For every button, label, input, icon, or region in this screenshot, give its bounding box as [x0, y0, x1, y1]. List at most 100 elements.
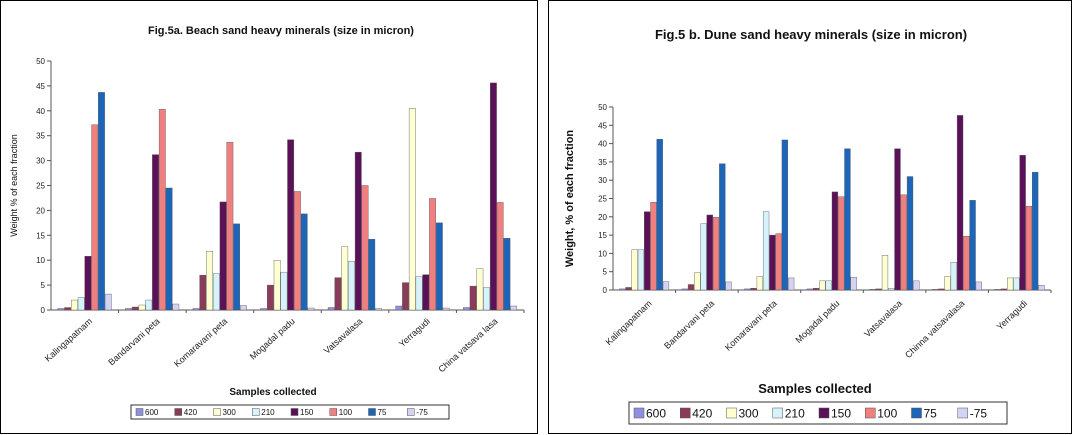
bar-75-6 [503, 238, 511, 311]
x-category-label: Komaravani peta [723, 298, 779, 352]
bar-420-5 [402, 282, 409, 311]
y-tick-label: 5 [41, 281, 46, 290]
x-category-label: Bandarvani peta [106, 316, 161, 367]
chart-b-svg: Fig.5 b. Dune sand heavy minerals (size … [564, 27, 1052, 425]
y-tick-label: 15 [598, 231, 607, 240]
x-category-label: Bandarvani peta [662, 298, 716, 351]
y-tick-label: 30 [598, 176, 607, 185]
bar-210-2 [762, 211, 770, 291]
bar-75-0 [656, 139, 663, 291]
legend-swatch-210 [772, 407, 783, 419]
x-axis-label: Samples collected [758, 381, 871, 396]
bar-300-5 [944, 276, 951, 291]
y-tick-label: 40 [598, 140, 607, 149]
bar-75-3 [300, 213, 308, 311]
bar-100-0 [650, 201, 657, 291]
bar-420-4 [875, 288, 882, 291]
chart-title: Fig.5a. Beach sand heavy minerals (size … [148, 25, 414, 37]
bar-100-1 [712, 216, 720, 291]
bar-100-6 [1025, 205, 1033, 291]
bar--75-6 [1038, 285, 1045, 291]
bar-600-0 [619, 288, 626, 291]
bar-600-3 [806, 288, 814, 291]
legend-label--75: -75 [970, 406, 988, 420]
bar-600-6 [462, 307, 470, 311]
legend-swatch--75 [407, 408, 415, 416]
bar-300-3 [819, 280, 826, 291]
bar-600-0 [57, 308, 65, 311]
bar--75-2 [787, 277, 795, 291]
legend-label-600: 600 [646, 406, 666, 420]
y-tick-label: 45 [36, 82, 45, 91]
bar-300-2 [206, 251, 213, 311]
bar-100-0 [91, 124, 99, 311]
bar-210-3 [825, 280, 832, 291]
legend-swatch-150 [290, 408, 299, 416]
bar-150-4 [894, 148, 901, 291]
legend-label-75: 75 [378, 408, 387, 417]
chart-panel-a: Fig.5a. Beach sand heavy minerals (size … [0, 0, 538, 434]
bar-300-2 [756, 276, 763, 291]
legend-label-210: 210 [785, 406, 805, 420]
legend-label-600: 600 [145, 408, 159, 417]
bar-100-3 [294, 191, 301, 311]
bar-100-1 [158, 109, 166, 311]
bar-100-2 [775, 233, 782, 291]
legend-swatch-150 [818, 407, 830, 419]
bar-150-4 [354, 151, 362, 311]
bar-210-4 [888, 287, 895, 291]
bar-75-4 [368, 239, 376, 311]
y-tick-label: 10 [598, 249, 607, 258]
bar-300-4 [881, 255, 889, 291]
bar--75-1 [172, 303, 180, 311]
bar-600-6 [994, 289, 1001, 291]
legend-label-420: 420 [184, 408, 198, 417]
bar--75-0 [104, 293, 112, 311]
bar-600-4 [869, 289, 876, 291]
y-tick-label: 25 [598, 195, 607, 204]
bar-75-5 [435, 222, 443, 311]
bar-75-1 [165, 187, 173, 311]
bar-210-3 [280, 271, 288, 311]
bar-420-1 [687, 284, 695, 291]
y-tick-label: 20 [36, 206, 45, 215]
x-category-label: China vatsava lasa [436, 316, 499, 374]
legend-label-150: 150 [831, 406, 851, 420]
bar-300-0 [631, 249, 638, 291]
bar--75-1 [725, 281, 732, 291]
y-axis-label: Weight, % of each fraction [564, 130, 576, 268]
bar--75-3 [307, 307, 315, 311]
bar-150-0 [84, 256, 92, 311]
bar-420-6 [1000, 288, 1008, 291]
legend-label-210: 210 [261, 408, 275, 417]
bar-300-1 [694, 272, 701, 291]
bar-75-2 [781, 139, 788, 291]
bar-300-1 [138, 304, 146, 311]
bar-210-1 [145, 299, 153, 311]
y-tick-label: 35 [598, 158, 607, 167]
y-tick-label: 0 [41, 306, 46, 315]
legend-swatch-210 [252, 408, 260, 416]
bar-75-0 [98, 92, 105, 311]
legend-label-300: 300 [223, 408, 237, 417]
legend-label--75: -75 [416, 408, 428, 417]
bar-100-2 [226, 141, 234, 311]
chart-a-svg: Fig.5a. Beach sand heavy minerals (size … [9, 25, 525, 420]
bar-600-1 [681, 288, 688, 291]
y-tick-label: 15 [36, 231, 45, 240]
bar-75-2 [233, 223, 240, 311]
bar-210-0 [637, 249, 645, 291]
legend-swatch-75 [911, 407, 922, 419]
legend-swatch--75 [957, 407, 968, 419]
x-category-label: Kalingapatnam [43, 316, 94, 364]
bar-420-5 [938, 288, 945, 291]
legend-swatch-420 [680, 407, 691, 419]
bar-100-5 [429, 198, 436, 311]
x-category-label: Mogadal padu [793, 298, 841, 345]
bar-150-6 [490, 82, 497, 311]
bar-420-6 [469, 285, 477, 311]
y-tick-label: 45 [598, 121, 607, 130]
y-tick-label: 50 [598, 103, 607, 112]
bar-150-5 [422, 274, 430, 311]
bar-150-3 [831, 191, 839, 291]
